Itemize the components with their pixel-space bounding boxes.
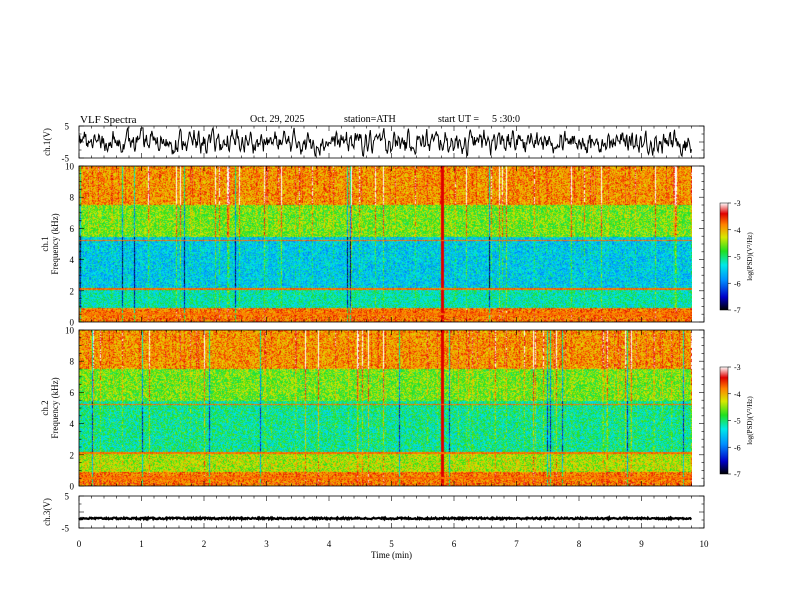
ch2_spec-ytick-label: 6 [70, 388, 75, 398]
ch3-ytick-label: 5 [65, 492, 70, 502]
ch2_spec-colorbar [719, 366, 729, 475]
ch1_spec-ytick-label: 0 [70, 318, 75, 328]
start-ut-value: 5 :30:0 [492, 114, 521, 125]
station-label: station=ATH [344, 114, 396, 125]
ch1_spec-ytick-label: 2 [70, 286, 75, 296]
ch2_spec-colorbar-tick-label: -3 [734, 363, 741, 372]
ch2_spec-heatmap-image [79, 330, 692, 486]
ch2_spec-channel-label: ch.2 [40, 400, 50, 415]
start-ut-label: start UT = [438, 114, 480, 125]
ch1-ytick-label: 5 [65, 122, 70, 132]
ch1_spec-colorbar-tick-label: -5 [734, 253, 741, 262]
x-tick-label: 1 [139, 539, 144, 549]
ch1_spec-channel-label: ch.1 [40, 236, 50, 251]
ch1_spec-ytick-label: 6 [70, 224, 75, 234]
ch2_spec-ytick-label: 2 [70, 450, 75, 460]
ch3-series-line [78, 514, 692, 522]
ch1_spec-colorbar-tick-label: -6 [734, 279, 741, 288]
x-tick-label: 6 [452, 539, 457, 549]
figure-title: VLF Spectra [80, 114, 137, 126]
x-tick-label: 0 [77, 539, 82, 549]
ch1_spec-colorbar [719, 202, 729, 311]
ch3-ylabel: ch.3(V) [42, 498, 52, 526]
ch1_spec-ytick-label: 4 [70, 255, 75, 265]
ch1-series-line [78, 126, 692, 158]
x-tick-label: 4 [327, 539, 332, 549]
ch2_spec-ytick-label: 10 [65, 326, 75, 336]
ch1_spec-colorbar-tick-label: -4 [734, 226, 741, 235]
x-tick-label: 10 [700, 539, 710, 549]
ch3-ytick-label: -5 [62, 524, 70, 534]
ch1_spec-colorbar-label: log(PSD)(V²/Hz) [746, 232, 754, 281]
x-axis-label: Time (min) [371, 550, 412, 560]
ch2_spec-colorbar-tick-label: -5 [734, 417, 741, 426]
ch2_spec-ytick-label: 0 [70, 482, 75, 492]
ch2_spec-colorbar-tick-label: -4 [734, 390, 741, 399]
ch1_spec-ytick-label: 10 [65, 162, 75, 172]
x-tick-label: 9 [639, 539, 644, 549]
x-tick-label: 8 [577, 539, 582, 549]
ch2_spec-colorbar-tick-label: -7 [734, 470, 741, 479]
ch2_spec-colorbar-label: log(PSD)(V²/Hz) [746, 396, 754, 445]
ch1_spec-heatmap-image [79, 166, 692, 322]
x-tick-label: 2 [202, 539, 207, 549]
date-label: Oct. 29, 2025 [250, 114, 305, 125]
ch1_spec-colorbar-tick-label: -7 [734, 306, 741, 315]
ch2_spec-ylabel: Frequency (kHz) [50, 377, 60, 438]
x-tick-label: 3 [264, 539, 269, 549]
ch1_spec-ylabel: Frequency (kHz) [50, 213, 60, 274]
x-tick-label: 5 [389, 539, 394, 549]
ch1-ytick-label: -5 [62, 154, 70, 164]
ch1-ylabel: ch.1(V) [42, 128, 52, 156]
ch2_spec-ytick-label: 8 [70, 357, 75, 367]
ch2_spec-ytick-label: 4 [70, 419, 75, 429]
ch2_spec-colorbar-tick-label: -6 [734, 443, 741, 452]
ch1_spec-ytick-label: 8 [70, 193, 75, 203]
ch1_spec-colorbar-tick-label: -3 [734, 199, 741, 208]
x-tick-label: 7 [514, 539, 519, 549]
